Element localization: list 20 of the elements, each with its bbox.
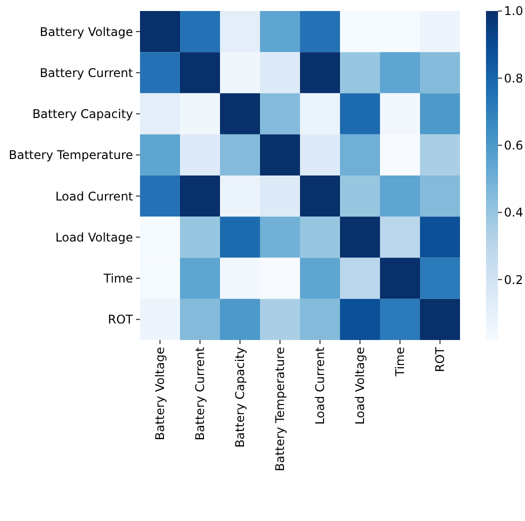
- y-tick-label: Time: [102, 272, 133, 286]
- color-bar-label: 0.4: [504, 206, 524, 220]
- x-tick-label: Battery Capacity: [233, 347, 248, 448]
- y-tick-label: Load Voltage: [55, 230, 133, 244]
- x-tick-label: Time: [393, 347, 408, 378]
- y-tick-label: Battery Voltage: [40, 24, 133, 39]
- y-tick-label: Battery Current: [40, 66, 134, 80]
- y-tick-label: Battery Temperature: [8, 148, 133, 162]
- color-bar-label: 0.8: [504, 71, 524, 86]
- x-tick-label: Load Voltage: [353, 347, 368, 425]
- x-tick-label: Battery Current: [193, 346, 208, 440]
- color-bar-label: 0.6: [504, 138, 524, 152]
- color-bar-label: 1.0: [504, 4, 524, 18]
- x-tick-label: ROT: [433, 346, 448, 372]
- y-tick-label: Load Current: [55, 189, 134, 204]
- x-tick-label: Load Current: [313, 346, 328, 425]
- color-bar-label: 0.2: [504, 272, 524, 287]
- y-tick-label: Battery Capacity: [32, 107, 133, 122]
- y-tick-label: ROT: [108, 312, 134, 327]
- x-tick-label: Battery Temperature: [273, 347, 288, 472]
